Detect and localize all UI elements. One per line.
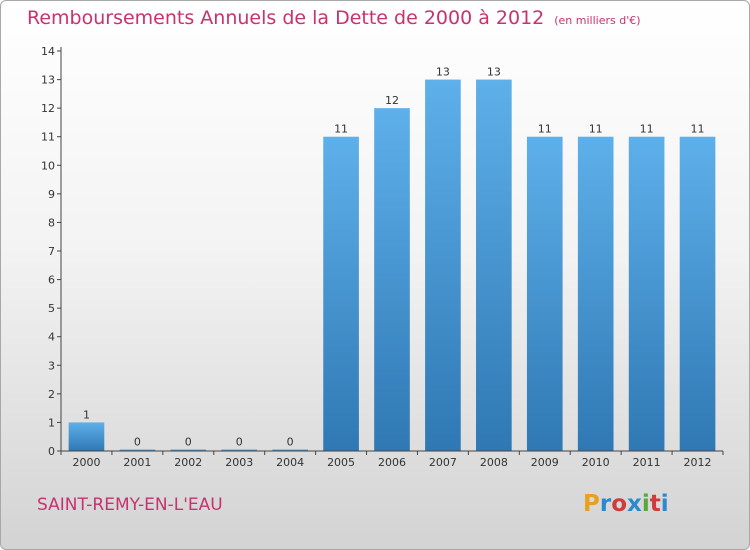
commune-name: SAINT-REMY-EN-L'EAU <box>37 495 223 515</box>
bar <box>323 136 359 451</box>
x-tick-label: 2004 <box>276 456 304 469</box>
y-tick-label: 10 <box>41 159 55 172</box>
chart-title: Remboursements Annuels de la Dette de 20… <box>27 7 641 29</box>
bar <box>374 108 410 452</box>
value-label: 13 <box>436 66 450 79</box>
logo-letter: o <box>611 491 628 517</box>
y-tick-label: 5 <box>48 302 55 315</box>
value-label: 13 <box>487 66 501 79</box>
bar <box>425 79 461 452</box>
y-tick-label: 3 <box>48 359 55 372</box>
y-tick-label: 13 <box>41 74 55 87</box>
value-label: 11 <box>589 123 603 136</box>
value-label: 0 <box>185 436 192 449</box>
y-tick-label: 6 <box>48 274 55 287</box>
bar <box>679 136 716 451</box>
logo-letter: x <box>627 491 642 517</box>
y-tick-label: 7 <box>48 245 55 258</box>
bar <box>68 422 105 451</box>
x-tick-label: 2012 <box>684 456 712 469</box>
y-tick-label: 8 <box>48 216 55 229</box>
y-tick-label: 1 <box>48 416 55 429</box>
proxiti-logo: Proxiti <box>583 491 669 517</box>
x-tick-label: 2010 <box>582 456 610 469</box>
bar <box>119 449 156 451</box>
logo-letter: r <box>599 491 612 517</box>
x-tick-label: 2002 <box>174 456 202 469</box>
value-label: 11 <box>640 123 654 136</box>
x-tick-label: 2000 <box>72 456 100 469</box>
value-label: 11 <box>334 123 348 136</box>
y-tick-label: 14 <box>41 45 55 58</box>
y-tick-label: 4 <box>48 331 55 344</box>
y-tick-label: 11 <box>41 131 55 144</box>
bar <box>221 449 258 451</box>
logo-letter: i <box>641 491 650 517</box>
x-tick-label: 2009 <box>531 456 559 469</box>
value-label: 11 <box>538 123 552 136</box>
logo-letter: t <box>649 491 661 517</box>
value-label: 11 <box>691 123 705 136</box>
x-tick-label: 2001 <box>123 456 151 469</box>
value-label: 0 <box>287 436 294 449</box>
value-label: 1 <box>83 408 90 421</box>
bar <box>170 449 207 451</box>
x-tick-label: 2008 <box>480 456 508 469</box>
x-tick-label: 2006 <box>378 456 406 469</box>
bar <box>476 79 512 452</box>
x-tick-label: 2007 <box>429 456 457 469</box>
chart-title-text: Remboursements Annuels de la Dette de 20… <box>27 7 545 29</box>
x-tick-label: 2003 <box>225 456 253 469</box>
value-label: 0 <box>236 436 243 449</box>
y-tick-label: 2 <box>48 388 55 401</box>
x-tick-label: 2005 <box>327 456 355 469</box>
logo-letter: P <box>583 491 600 517</box>
bar <box>272 449 308 451</box>
bar <box>577 136 614 451</box>
y-tick-label: 9 <box>48 188 55 201</box>
bar <box>526 136 563 451</box>
y-tick-label: 0 <box>48 445 55 458</box>
value-label: 0 <box>134 436 141 449</box>
logo-letter: i <box>660 491 669 517</box>
bar <box>628 136 665 451</box>
chart-subtitle: (en milliers d'€) <box>554 14 641 27</box>
x-tick-label: 2011 <box>633 456 661 469</box>
y-tick-label: 12 <box>41 102 55 115</box>
value-label: 12 <box>385 94 399 107</box>
